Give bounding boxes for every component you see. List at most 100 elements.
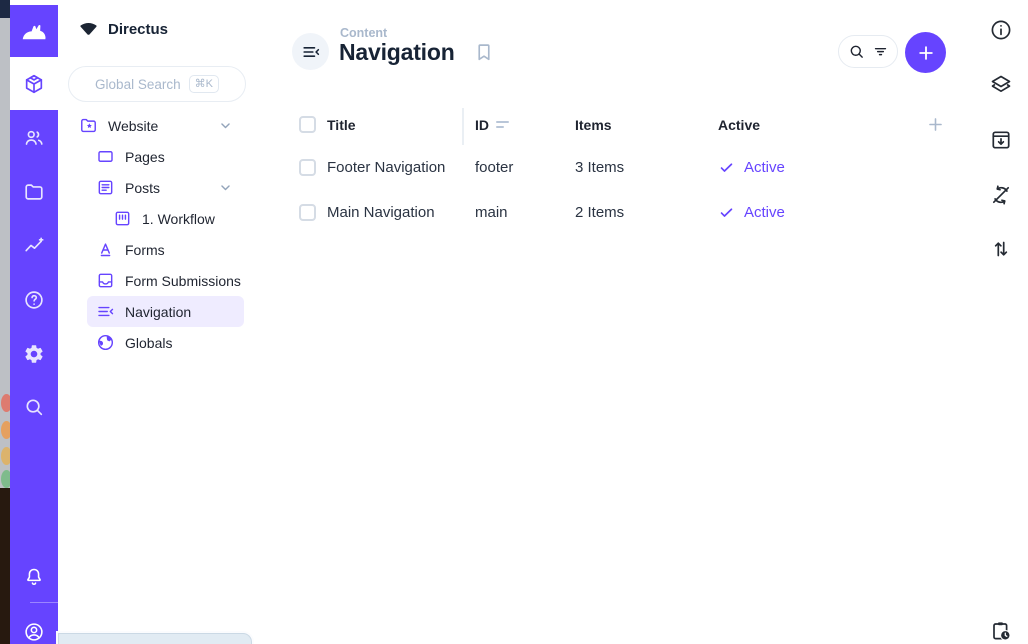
nav-item-posts[interactable]: Posts [87,172,244,203]
search-icon[interactable] [848,43,865,60]
row-checkbox[interactable] [299,159,316,176]
nav-item-website[interactable]: Website [70,110,244,141]
layers-icon [991,75,1011,93]
sort-indicator-icon[interactable] [496,121,509,128]
add-column-button[interactable] [921,115,945,134]
items-table: Title ID Items Active Footer Navigation … [299,104,945,235]
search-placeholder: Global Search [95,76,181,92]
breadcrumb[interactable]: Content [340,26,388,40]
workflow-icon [115,211,130,226]
bell-icon [27,568,41,585]
module-docs[interactable] [10,278,58,322]
nav-item-label: Globals [125,334,173,351]
column-divider[interactable] [462,107,464,145]
sidebar-import-export-button[interactable] [989,128,1013,152]
project-shield-icon [80,22,97,35]
bookmark-button[interactable] [473,41,495,63]
background-yellow-dot [1,447,12,465]
cell-id: main [475,204,508,221]
column-header-items[interactable]: Items [575,116,612,133]
module-search[interactable] [10,385,58,429]
search-icon [26,399,43,416]
check-icon [720,208,733,217]
nav-item-forms[interactable]: Forms [87,234,244,265]
rabbit-logo-icon [22,24,46,40]
search-filter-pill [838,35,898,68]
folder-star-icon [81,118,96,133]
sort-arrows-icon [994,241,1008,257]
info-icon [991,20,1011,40]
box-icon [25,74,43,94]
row-checkbox[interactable] [299,204,316,221]
module-bar [10,5,58,644]
collection-icon-button[interactable] [292,33,329,70]
pending-actions-icon [993,622,1011,641]
table-row[interactable]: Footer Navigation footer 3 Items Active [299,145,945,190]
pages-icon [98,151,113,162]
column-header-active[interactable]: Active [718,116,761,133]
project-header[interactable]: Directus [58,0,250,58]
check-icon [720,163,733,172]
right-sidebar [965,0,1028,644]
background-green-dot [1,470,12,488]
module-insights[interactable] [10,224,58,268]
nav-item-navigation[interactable]: Navigation [87,296,244,327]
nav-item-globals[interactable]: Globals [87,327,244,358]
directus-logo[interactable] [10,5,58,57]
folder-icon [25,184,43,200]
account-circle-icon [25,623,43,641]
nav-item-pages[interactable]: Pages [87,141,244,172]
menu-open-icon [302,46,319,57]
nav-item-label: Navigation [125,303,192,320]
chevron-down-icon[interactable] [217,179,234,196]
nav-item-label: Forms [125,241,165,258]
plus-icon [929,118,942,131]
sidebar-layout-button[interactable] [989,72,1013,96]
background-window-sliver [0,0,12,644]
sidebar-activity-button[interactable] [989,619,1013,643]
background-window-dark-area [0,488,10,644]
cell-items: 3 Items [575,159,625,176]
archive-download-icon [992,131,1010,149]
module-file-library[interactable] [10,170,58,214]
cell-title: Footer Navigation [327,159,446,176]
table-row[interactable]: Main Navigation main 2 Items Active [299,190,945,235]
collection-nav-tree: Website Pages Posts 1. Wor [58,110,250,358]
nav-item-label: Pages [125,148,165,165]
filter-icon[interactable] [872,43,889,60]
cell-title: Main Navigation [327,204,435,221]
notifications-button[interactable] [10,555,58,599]
column-header-id[interactable]: ID [462,107,575,145]
gear-icon [25,345,43,363]
cell-items: 2 Items [575,204,625,221]
module-users[interactable] [10,116,58,160]
search-shortcut-badge: ⌘K [188,75,219,93]
bookmark-icon [478,44,490,61]
sidebar-sort-button[interactable] [989,237,1013,261]
sidebar-info-button[interactable] [989,18,1013,42]
module-content[interactable] [10,62,58,106]
nav-item-label: Form Submissions [125,272,241,289]
chevron-down-icon[interactable] [217,117,234,134]
table-header-row: Title ID Items Active [299,104,945,145]
column-header-title[interactable]: Title [327,116,356,133]
sync-disabled-icon [992,185,1010,205]
account-button[interactable] [10,610,58,644]
nav-item-workflow[interactable]: 1. Workflow [104,203,244,234]
sidebar-sync-disabled-button[interactable] [989,183,1013,207]
nav-item-form-submissions[interactable]: Form Submissions [87,265,244,296]
nav-item-label: Website [108,117,159,134]
forms-icon [100,243,111,257]
select-all-checkbox[interactable] [299,116,316,133]
module-settings[interactable] [10,332,58,376]
cell-id: footer [475,159,514,176]
background-window-titlebar [0,0,10,18]
module-bar-divider [30,602,58,603]
globals-icon [97,334,114,351]
cell-active: Active [718,159,921,176]
background-orange-dot [1,421,12,439]
create-item-button[interactable] [905,32,946,73]
navigation-icon [98,306,114,317]
global-search-input[interactable]: Global Search ⌘K [68,66,246,102]
